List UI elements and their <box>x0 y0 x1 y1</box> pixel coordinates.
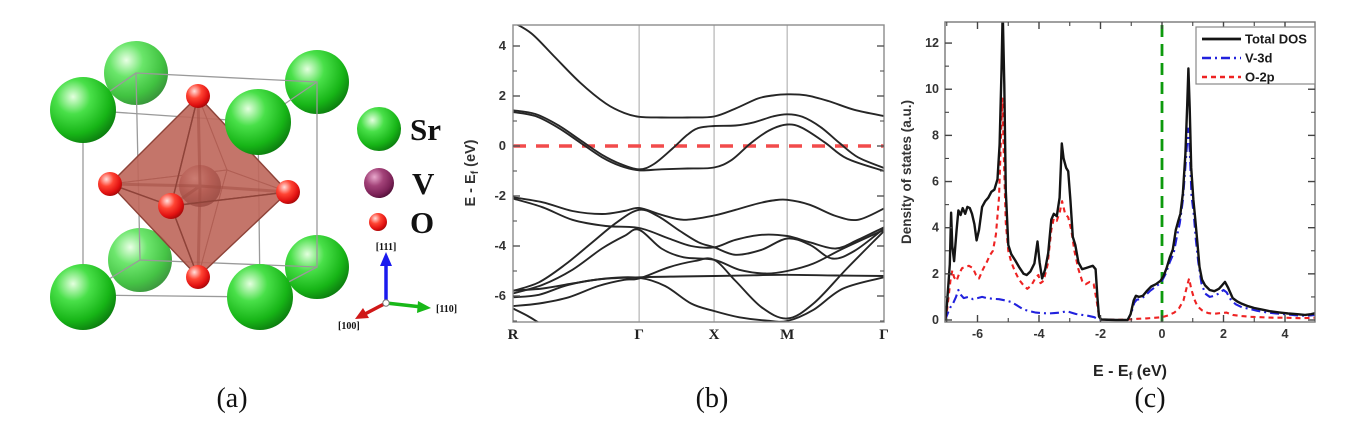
arrow-100-icon <box>355 308 369 319</box>
panel-c-dos: -6 -4 -2 0 2 4 0 2 4 6 8 10 12 Total DOS V-3d O-2p E - E… <box>899 21 1316 383</box>
y-tick-label: -2 <box>494 188 506 203</box>
band-val-8 <box>513 307 540 322</box>
band-val-6 <box>513 276 884 322</box>
y-tick-label: -4 <box>494 238 506 253</box>
y-tick-label: 4 <box>932 221 939 235</box>
legend-o-label: O <box>410 205 434 240</box>
y-tick-label: 0 <box>932 313 939 327</box>
panel-a-crystal-structure: Sr V O [111] [110] [100] <box>50 41 457 332</box>
legend-sr-sphere <box>357 107 401 151</box>
dos-legend: Total DOS V-3d O-2p <box>1195 26 1316 85</box>
kpoint-label: Γ <box>879 327 889 343</box>
caption-c: (c) <box>1134 383 1166 414</box>
axis-111-label: [111] <box>376 242 397 253</box>
legend-sr-label: Sr <box>410 112 441 147</box>
dos-curve-o-2p <box>945 97 1315 321</box>
o-atom-front <box>158 193 184 219</box>
o-atom-bottom <box>186 265 210 289</box>
dos-curve-v-3d <box>945 127 1315 322</box>
legend-label: Total DOS <box>1245 32 1307 47</box>
legend-v-sphere <box>364 168 394 198</box>
y-axis-label: Density of states (a.u.) <box>899 100 914 244</box>
band-lines <box>513 25 884 322</box>
x-axis-label: E - Ef (eV) <box>1093 363 1167 383</box>
legend-label: O-2p <box>1245 70 1275 85</box>
sr-atom-front-bot-left <box>50 264 116 330</box>
x-tick-label: -4 <box>1033 327 1044 341</box>
dos-curve-total-dos <box>945 22 1315 322</box>
y-tick-label: 0 <box>499 138 506 153</box>
sr-atom-front-top-right <box>225 89 291 155</box>
arrow-111-icon <box>380 252 392 266</box>
o-atom-top <box>186 84 210 108</box>
plot-frame <box>512 24 885 323</box>
o-atom-left <box>98 172 122 196</box>
o-atom-right <box>276 180 300 204</box>
sr-atom-front-bot-right <box>227 264 293 330</box>
x-tick-label: 0 <box>1159 327 1166 341</box>
axis-110-label: [110] <box>436 304 457 315</box>
orientation-triad: [111] [110] [100] <box>338 242 457 332</box>
x-tick-label: 4 <box>1282 327 1289 341</box>
x-tick-label: -2 <box>1095 327 1106 341</box>
band-val-7 <box>513 230 884 320</box>
band-val-2 <box>513 197 884 250</box>
kpoint-label: R <box>508 327 519 343</box>
axis-100-label: [100] <box>338 321 360 332</box>
legend-o-sphere <box>369 213 387 231</box>
band-val-5 <box>513 273 884 292</box>
plot-frame <box>944 21 1316 323</box>
band-val-3 <box>513 208 884 292</box>
legend-box <box>1195 26 1316 85</box>
band-val-4 <box>513 228 884 295</box>
kpoint-label: X <box>709 327 720 343</box>
dos-curves <box>945 22 1315 322</box>
caption-a: (a) <box>216 383 248 414</box>
band-cond-3 <box>513 111 884 172</box>
y-axis-label: E - Ef (eV) <box>463 139 481 206</box>
legend-v-label: V <box>412 166 435 201</box>
x-tick-label: -6 <box>972 327 983 341</box>
kpoint-label: Γ <box>634 327 644 343</box>
y-tick-label: 8 <box>932 128 939 142</box>
band-val-1 <box>513 196 884 222</box>
band-cond-2 <box>513 109 884 171</box>
y-tick-label: 2 <box>499 88 506 103</box>
y-tick-label: 2 <box>932 267 939 281</box>
octahedron-front-faces <box>108 93 291 279</box>
band-cond-1 <box>516 25 884 119</box>
y-tick-label: 10 <box>925 82 939 96</box>
y-tick-label: 4 <box>499 38 507 53</box>
y-tick-label: 12 <box>925 36 939 50</box>
arrow-110-icon <box>417 301 431 313</box>
caption-b: (b) <box>695 383 729 414</box>
legend-label: V-3d <box>1245 51 1273 66</box>
panel-b-band-structure: 4 2 0 -2 -4 -6 R Γ X M Γ E - Ef (eV) <box>463 24 889 343</box>
x-tick-label: 2 <box>1220 327 1227 341</box>
sr-atom-front-top-left <box>50 77 116 143</box>
y-tick-label: 6 <box>932 175 939 189</box>
kpoint-label: M <box>780 327 794 343</box>
y-tick-label: -6 <box>494 288 506 303</box>
